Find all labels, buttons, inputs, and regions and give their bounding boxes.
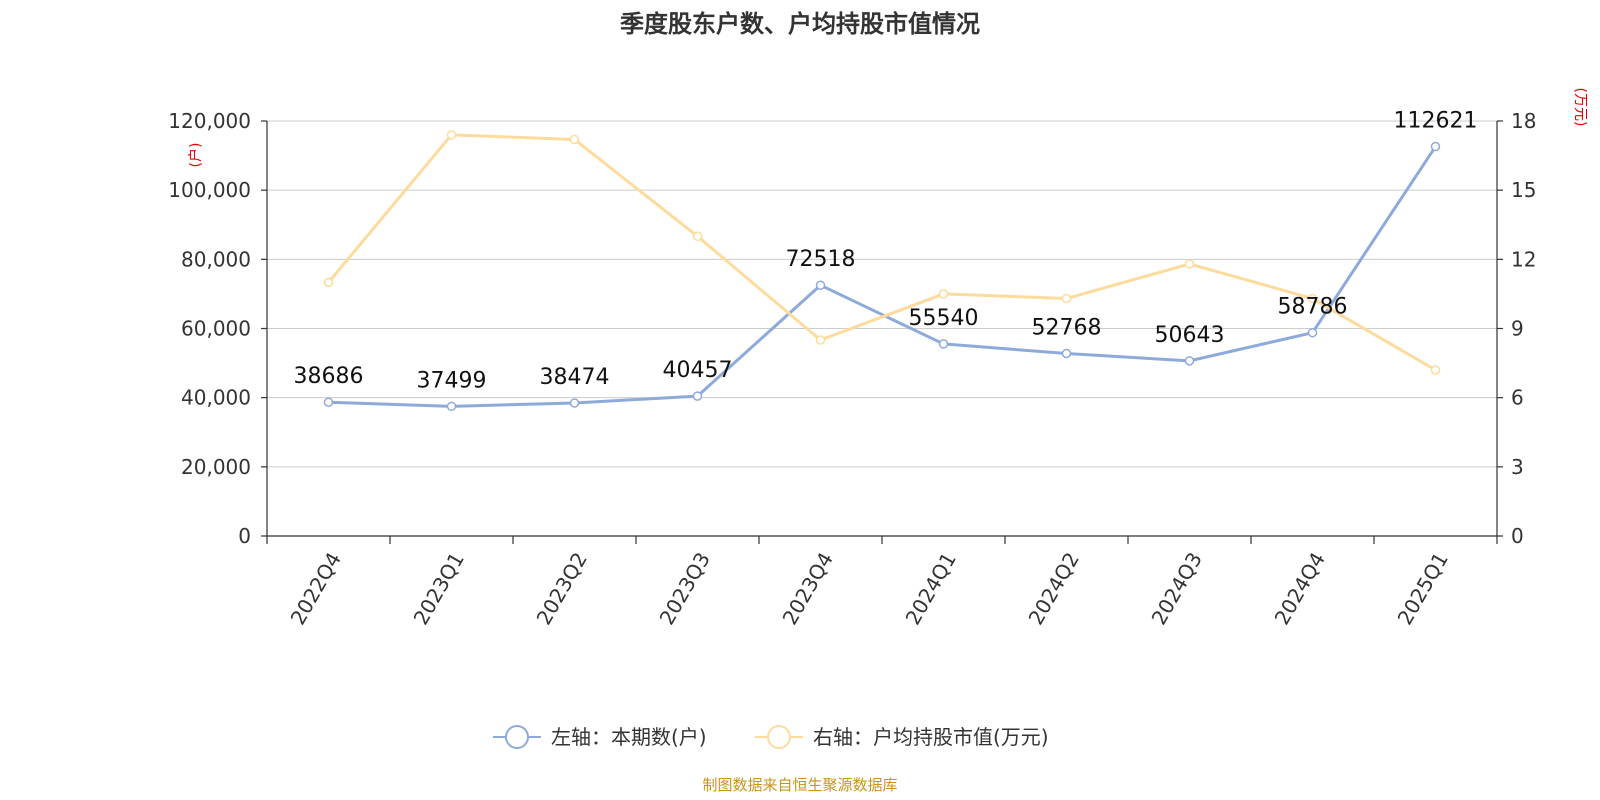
left-series-point: [938, 339, 949, 349]
right-series-line: [327, 133, 1437, 372]
left-axis-tick-label: 0: [238, 524, 251, 548]
left-axis-tick-label: 80,000: [181, 247, 251, 271]
left-axis-tick-label: 100,000: [168, 178, 251, 202]
right-axis-unit: (万元): [1572, 88, 1588, 127]
grid-lines: [267, 120, 1497, 468]
data-label: 38474: [540, 365, 610, 390]
left-series-point: [1307, 327, 1318, 338]
legend-right-series-label: 右轴：户均持股市值(万元): [813, 725, 1049, 749]
x-axis-tick-label: 2023Q2: [532, 548, 592, 629]
right-axis-tick-label: 0: [1511, 524, 1524, 548]
right-axis-tick-label: 12: [1511, 247, 1536, 271]
right-axis-tick-label: 6: [1511, 386, 1524, 410]
x-axis-tick-label: 2024Q1: [901, 548, 961, 629]
data-label: 72518: [786, 247, 856, 272]
x-axis-tick-label: 2024Q3: [1147, 548, 1207, 629]
data-labels: 38686 37499 38474 40457 72518 55540 52768 50643…: [294, 109, 1478, 394]
right-axis-tick-label: 18: [1511, 109, 1536, 133]
data-label: 40457: [663, 358, 733, 383]
left-series-line: [328, 145, 1437, 408]
left-series-point: [815, 280, 826, 290]
data-label: 112621: [1394, 109, 1478, 134]
left-series-point: [1430, 141, 1441, 152]
right-series-point: [1184, 259, 1195, 269]
left-series-point: [1061, 348, 1072, 359]
right-axis-tick-label: 9: [1511, 317, 1524, 341]
left-series-point: [569, 398, 580, 408]
legend-left-series-swatch-marker: [505, 725, 529, 749]
x-axis-tick-label: 2023Q3: [655, 548, 715, 629]
left-series-point: [323, 397, 334, 407]
left-series-point: [1184, 356, 1195, 366]
legend-right-series-swatch-marker: [767, 725, 791, 749]
chart-title: 季度股东户数、户均持股市值情况: [620, 10, 980, 38]
data-label: 55540: [909, 306, 979, 331]
axes: 0 20,000 40,000 60,000 80,000 100,000 120,000 0…: [168, 109, 1536, 629]
left-axis-tick-label: 120,000: [168, 109, 251, 133]
right-series-point: [569, 134, 580, 145]
source-note: 制图数据来自恒生聚源数据库: [702, 776, 897, 794]
right-series-point: [446, 130, 457, 140]
data-label: 50643: [1155, 323, 1225, 348]
x-axis-tick-label: 2025Q1: [1393, 548, 1453, 629]
left-series-point: [692, 391, 703, 401]
left-axis-tick-label: 40,000: [181, 386, 251, 410]
legend-item-left-series[interactable]: 左轴：本期数(户): [493, 725, 707, 749]
right-series-point: [692, 231, 703, 242]
left-axis-tick-label: 20,000: [181, 455, 251, 479]
x-axis-tick-label: 2024Q4: [1270, 548, 1330, 629]
right-axis-tick-label: 3: [1511, 455, 1524, 479]
left-axis-tick-label: 60,000: [181, 317, 251, 341]
right-series-point: [1307, 293, 1318, 304]
legend-left-series-label: 左轴：本期数(户): [551, 725, 707, 749]
right-series-point: [1061, 293, 1072, 304]
right-series-point: [815, 335, 826, 345]
right-axis-tick-label: 15: [1511, 178, 1536, 202]
right-series-point: [938, 289, 949, 299]
data-label: 38686: [294, 364, 364, 389]
data-label: 52768: [1032, 316, 1102, 341]
series-lines: [323, 130, 1441, 412]
left-axis-unit: (户): [187, 143, 204, 168]
legend-item-right-series[interactable]: 右轴：户均持股市值(万元): [755, 725, 1049, 749]
right-series-point: [323, 277, 334, 288]
x-axis-tick-label: 2022Q4: [286, 548, 346, 629]
legend: 左轴：本期数(户) 右轴：户均持股市值(万元): [493, 725, 1049, 749]
data-label: 58786: [1278, 295, 1348, 320]
left-series-point: [446, 401, 457, 412]
data-label: 37499: [417, 368, 487, 393]
x-axis-tick-label: 2024Q2: [1024, 548, 1084, 629]
x-axis-tick-label: 2023Q1: [409, 548, 469, 629]
right-series-point: [1430, 365, 1441, 375]
x-axis-tick-label: 2023Q4: [778, 548, 838, 629]
